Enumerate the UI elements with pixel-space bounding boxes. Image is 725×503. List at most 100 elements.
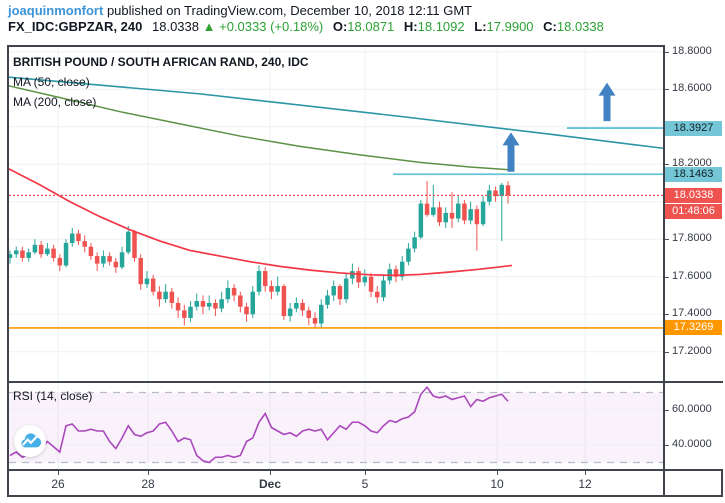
rsi-line: [9, 385, 509, 464]
time-tick-mark: [365, 471, 366, 475]
rsi-tick-mark: [665, 410, 669, 411]
price-change: +0.0333 (+0.18%): [219, 19, 324, 34]
candle-down: [150, 278, 156, 292]
time-tick-mark: [585, 471, 586, 475]
candle-down: [51, 248, 56, 258]
candle-up: [399, 261, 405, 277]
price-tick-label: 18.8000: [672, 44, 712, 57]
tradingview-logo[interactable]: [14, 425, 46, 457]
candle-down: [138, 257, 143, 285]
candle-down: [88, 246, 94, 257]
pane-separator[interactable]: [7, 381, 723, 383]
candle-up: [319, 304, 324, 324]
price-tick-mark: [665, 51, 669, 53]
low-value: 17.9900: [486, 19, 534, 34]
candle-up: [287, 308, 293, 317]
candle-up: [343, 278, 349, 300]
candle-down: [474, 209, 480, 225]
time-tick-mark: [58, 471, 59, 475]
up-arrow-drawing: [598, 82, 616, 122]
time-tick-label: 26: [51, 477, 65, 491]
candle-down: [356, 271, 361, 283]
rsi-band: [9, 392, 663, 463]
candle-down: [182, 310, 187, 318]
candle-down: [231, 287, 237, 296]
candle-up: [381, 280, 386, 298]
price-tick-mark: [665, 351, 669, 353]
candle-down: [424, 203, 430, 215]
price-axis-separator: [663, 45, 665, 497]
candle-down: [200, 301, 206, 307]
time-tick-label: 5: [361, 477, 369, 491]
candle-down: [213, 302, 218, 309]
candle-down: [238, 295, 243, 307]
candle-down: [175, 302, 181, 311]
descending-trendline: [9, 76, 663, 150]
open-label: O:: [332, 19, 348, 34]
candle-up: [13, 250, 19, 255]
low-label: L:: [474, 19, 487, 34]
price-tick-label: 17.4000: [672, 307, 712, 320]
up-arrow-drawing: [502, 132, 520, 172]
candle-up: [487, 190, 492, 202]
price-label-orange: 17.3269: [665, 320, 722, 336]
candle-down: [38, 244, 44, 255]
time-axis[interactable]: 26 28 Dec 5 10 12: [7, 471, 663, 496]
legend-ma200: MA (200, close): [13, 95, 97, 109]
time-tick-label: 28: [141, 477, 155, 491]
candle-up: [362, 276, 368, 283]
rsi-legend: RSI (14, close): [13, 389, 93, 403]
candle-down: [94, 256, 100, 264]
rsi-pane[interactable]: [9, 383, 663, 469]
time-tick-mark: [270, 471, 271, 475]
candle-up: [206, 302, 212, 307]
time-tick-mark: [497, 471, 498, 475]
rsi-tick-mark: [665, 445, 669, 446]
candle-up: [256, 271, 262, 292]
username-link[interactable]: joaquinmonfort: [8, 3, 104, 18]
candle-up: [468, 209, 473, 221]
chart-title: BRITISH POUND / SOUTH AFRICAN RAND, 240,…: [13, 55, 309, 69]
up-triangle-icon: ▲: [202, 19, 216, 34]
candle-up: [26, 252, 31, 258]
candle-up: [101, 256, 106, 264]
candle-up: [275, 286, 280, 292]
close-label: C:: [543, 19, 557, 34]
price-tick-label: 17.6000: [672, 269, 712, 282]
candle-up: [144, 278, 150, 285]
price-label-teal: 18.1463: [665, 166, 722, 182]
last-price: 18.0338: [152, 19, 199, 34]
countdown-label: 01:48:06: [665, 203, 722, 219]
time-axis-separator: [7, 469, 723, 471]
candle-down: [312, 317, 318, 324]
chart-legend: BRITISH POUND / SOUTH AFRICAN RAND, 240,…: [13, 52, 309, 112]
rsi-tick-label: 60.0000: [672, 403, 712, 415]
legend-ma50: MA (50, close): [13, 75, 90, 89]
price-tick-mark: [665, 89, 669, 91]
main-price-pane[interactable]: [9, 47, 663, 381]
time-tick-label: 10: [490, 477, 504, 491]
candle-up: [443, 212, 448, 223]
published-text: published on TradingView.com, December 1…: [103, 3, 473, 18]
candle-up: [9, 254, 13, 258]
candle-down: [393, 269, 399, 277]
time-tick-mark: [148, 471, 149, 475]
candle-up: [406, 248, 411, 262]
time-tick-label: 12: [578, 477, 592, 491]
rsi-tick-label: 40.0000: [672, 438, 712, 450]
candle-up: [294, 302, 299, 309]
candle-down: [262, 271, 268, 287]
candle-down: [244, 306, 249, 315]
candle-up: [32, 244, 38, 253]
price-tick-label: 17.8000: [672, 232, 712, 245]
candle-up: [418, 203, 424, 238]
candle-down: [368, 276, 374, 292]
candle-down: [113, 261, 119, 268]
open-value: 18.0871: [347, 19, 395, 34]
candle-up: [63, 242, 69, 266]
candle-down: [281, 286, 287, 317]
price-axis[interactable]: 18.8000 18.6000 18.2000 17.8000 17.6000 17.40…: [665, 45, 725, 470]
candle-down: [20, 250, 25, 258]
candle-down: [300, 302, 305, 311]
candle-down: [82, 241, 87, 247]
